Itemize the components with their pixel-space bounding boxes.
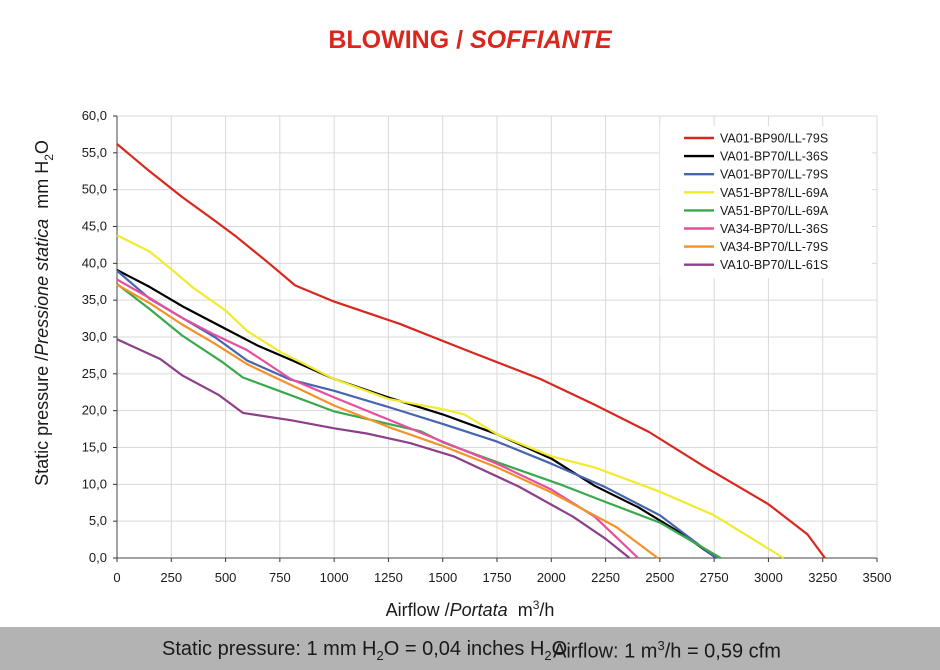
y-tick-label: 50,0	[82, 182, 107, 197]
x-axis-unit-sup: 3	[532, 598, 540, 612]
chart-title-main: BLOWING /	[328, 26, 464, 54]
y-tick-label: 0,0	[89, 550, 107, 565]
legend-label: VA01-BP70/LL-79S	[720, 168, 828, 182]
chart-canvas: 0,0 5,0 10,0 15,0 20,0 25,0 30,0 35,0 40,0 45,0 50…	[82, 108, 892, 585]
series-line-va34-bp70-ll-36s	[116, 278, 639, 559]
x-tick-label: 0	[113, 570, 120, 585]
series-line-va01-bp90-ll-79s	[116, 143, 826, 559]
y-tick-label: 35,0	[82, 292, 107, 307]
y-axis-unit-post: O	[32, 140, 53, 155]
y-tick-label: 25,0	[82, 366, 107, 381]
footer-bar: Static pressure: 1 mm H2O = 0,04 inches …	[0, 627, 940, 670]
chart-title: BLOWING / SOFFIANTE	[0, 26, 940, 55]
chart-title-italic: SOFFIANTE	[470, 26, 612, 54]
series-line-va10-bp70-ll-61s	[116, 338, 631, 559]
footer-pressure-note: Static pressure: 1 mm H2O = 0,04 inches …	[162, 638, 567, 663]
axes	[113, 115, 878, 562]
x-axis-label-italic: Portata	[449, 600, 508, 620]
footer-airflow-post: /h = 0,59 cfm	[664, 640, 781, 663]
series-line-va34-bp70-ll-79s	[116, 283, 659, 559]
x-tick-label: 750	[269, 570, 291, 585]
x-tick-label: 1250	[374, 570, 403, 585]
x-tick-label: 2750	[700, 570, 729, 585]
y-axis-unit-pre: mm H	[32, 160, 53, 209]
x-tick-label: 3250	[808, 570, 837, 585]
footer-airflow-note: Airflow: 1 m3/h = 0,59 cfm	[553, 638, 781, 664]
x-axis-unit-post: /h	[539, 600, 555, 620]
series-line-va51-bp78-ll-69a	[116, 234, 785, 559]
legend-label: VA34-BP70/LL-79S	[720, 240, 828, 254]
x-axis-label-main: Airflow /	[385, 600, 450, 620]
legend-label: VA51-BP78/LL-69A	[720, 186, 829, 200]
y-tick-label: 20,0	[82, 403, 107, 418]
footer-pressure-post: O	[551, 638, 568, 660]
legend-label: VA01-BP90/LL-79S	[720, 132, 828, 146]
legend-label: VA01-BP70/LL-36S	[720, 150, 828, 164]
footer-pressure-mid: O = 0,04 inches H	[383, 638, 545, 660]
footer-pressure-pre: Static pressure: 1 mm H	[162, 638, 377, 660]
x-tick-label: 1000	[320, 570, 349, 585]
x-tick-label: 3000	[754, 570, 783, 585]
y-axis-label-main: Static pressure /	[32, 355, 53, 486]
legend-label: VA34-BP70/LL-36S	[720, 222, 828, 236]
y-axis-unit-sub: 2	[41, 154, 56, 161]
y-tick-label: 30,0	[82, 329, 107, 344]
footer-airflow-pre: Airflow: 1 m	[553, 640, 658, 663]
legend: VA01-BP90/LL-79S VA01-BP70/LL-36S VA01-BP7…	[660, 126, 872, 278]
legend-background	[660, 126, 872, 278]
series-line-va01-bp70-ll-36s	[116, 269, 717, 559]
series-line-va51-bp70-ll-69a	[116, 283, 722, 559]
y-tick-label: 60,0	[82, 108, 107, 123]
y-tick-label: 55,0	[82, 145, 107, 160]
x-tick-label: 1750	[483, 570, 512, 585]
x-tick-label: 2250	[591, 570, 620, 585]
y-tick-label: 15,0	[82, 440, 107, 455]
x-axis-label: Airflow /Portata m3/h	[0, 598, 940, 621]
y-tick-label: 45,0	[82, 219, 107, 234]
x-axis-unit-pre: m	[517, 600, 533, 620]
x-tick-label: 2000	[537, 570, 566, 585]
y-tick-label: 40,0	[82, 255, 107, 270]
x-tick-labels: 0 250 500 750 1000 1250 1500 1750 2000 2250 2500 27…	[113, 570, 891, 585]
x-tick-label: 2500	[645, 570, 674, 585]
footer-pressure-sub2: 2	[544, 648, 552, 663]
series-group	[116, 143, 826, 559]
y-tick-label: 5,0	[89, 513, 107, 528]
x-tick-label: 3500	[863, 570, 892, 585]
y-tick-labels: 0,0 5,0 10,0 15,0 20,0 25,0 30,0 35,0 40,0 45,0 50…	[82, 108, 107, 565]
legend-label: VA10-BP70/LL-61S	[720, 258, 828, 272]
x-tick-label: 250	[160, 570, 182, 585]
y-axis-label-italic: Pressione statica	[32, 218, 53, 356]
y-tick-label: 10,0	[82, 476, 107, 491]
x-tick-label: 500	[215, 570, 237, 585]
y-axis-label: Static pressure /Pressione statica mm H2…	[32, 140, 56, 486]
footer-pressure-sub1: 2	[376, 648, 384, 663]
legend-label: VA51-BP70/LL-69A	[720, 204, 829, 218]
x-tick-label: 1500	[428, 570, 457, 585]
footer-airflow-sup: 3	[657, 638, 665, 653]
series-line-va01-bp70-ll-79s	[116, 269, 717, 559]
